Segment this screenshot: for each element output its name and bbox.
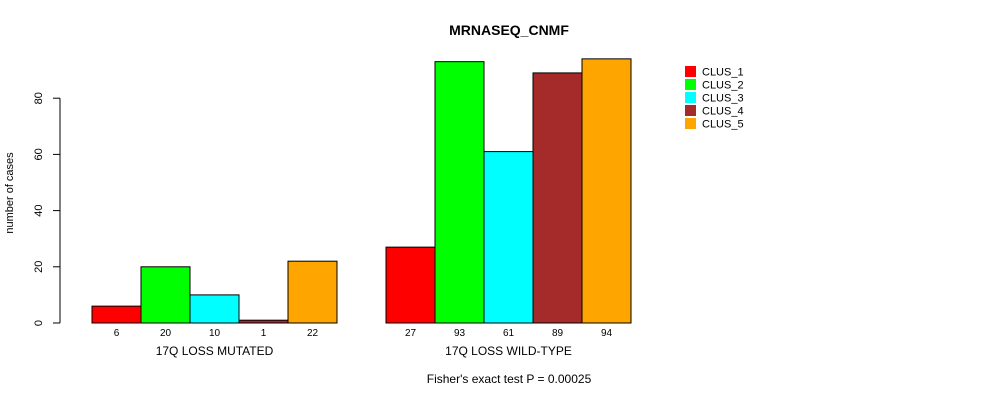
legend-swatch — [685, 118, 696, 129]
y-tick-label: 40 — [33, 204, 45, 216]
legend-swatch — [685, 79, 696, 90]
bar-value-label: 20 — [160, 328, 172, 339]
bar-value-label: 6 — [114, 328, 120, 339]
bar-clus-1-group-1 — [91, 305, 142, 324]
bar-clus-4-group-1 — [238, 319, 289, 324]
bar-clus-3-group-2 — [483, 151, 534, 324]
chart-title: MRNASEQ_CNMF — [449, 22, 569, 38]
bar-value-label: 94 — [601, 328, 613, 339]
bar-value-label: 10 — [209, 328, 221, 339]
bar-clus-5-group-2 — [581, 58, 632, 324]
bar-value-label: 93 — [454, 328, 466, 339]
y-tick-label: 20 — [33, 261, 45, 273]
bar-clus-1-group-2 — [385, 246, 436, 324]
legend-swatch — [685, 66, 696, 77]
legend-label: CLUS_5 — [702, 119, 744, 131]
legend-label: CLUS_1 — [702, 67, 744, 79]
bar-value-label: 22 — [307, 328, 319, 339]
fisher-test-footnote: Fisher's exact test P = 0.00025 — [427, 372, 592, 386]
bar-value-label: 61 — [503, 328, 515, 339]
group-label-2: 17Q LOSS WILD-TYPE — [445, 344, 572, 358]
y-tick-label: 80 — [33, 92, 45, 104]
group-label-1: 17Q LOSS MUTATED — [156, 344, 274, 358]
legend-swatch — [685, 105, 696, 116]
legend-label: CLUS_4 — [702, 106, 744, 118]
group-labels: 17Q LOSS MUTATED 17Q LOSS WILD-TYPE — [156, 344, 572, 358]
y-tick-label: 0 — [33, 320, 45, 326]
bar-value-label: 27 — [405, 328, 417, 339]
bar-clus-4-group-2 — [532, 72, 583, 324]
bars — [91, 58, 632, 324]
legend-label: CLUS_2 — [702, 80, 744, 92]
bar-value-label: 89 — [552, 328, 564, 339]
bar-clus-2-group-2 — [434, 61, 485, 324]
bar-clus-5-group-1 — [287, 260, 338, 324]
legend-swatch — [685, 92, 696, 103]
y-axis: 0 20 40 60 80 — [33, 92, 61, 326]
y-axis-label: number of cases — [4, 152, 16, 234]
bar-value-labels: 6 20 10 1 22 27 93 61 89 94 — [114, 328, 613, 339]
legend-label: CLUS_3 — [702, 93, 744, 105]
bar-clus-2-group-1 — [140, 266, 191, 324]
bar-value-label: 1 — [261, 328, 267, 339]
bar-clus-3-group-1 — [189, 294, 240, 324]
y-tick-label: 60 — [33, 148, 45, 160]
